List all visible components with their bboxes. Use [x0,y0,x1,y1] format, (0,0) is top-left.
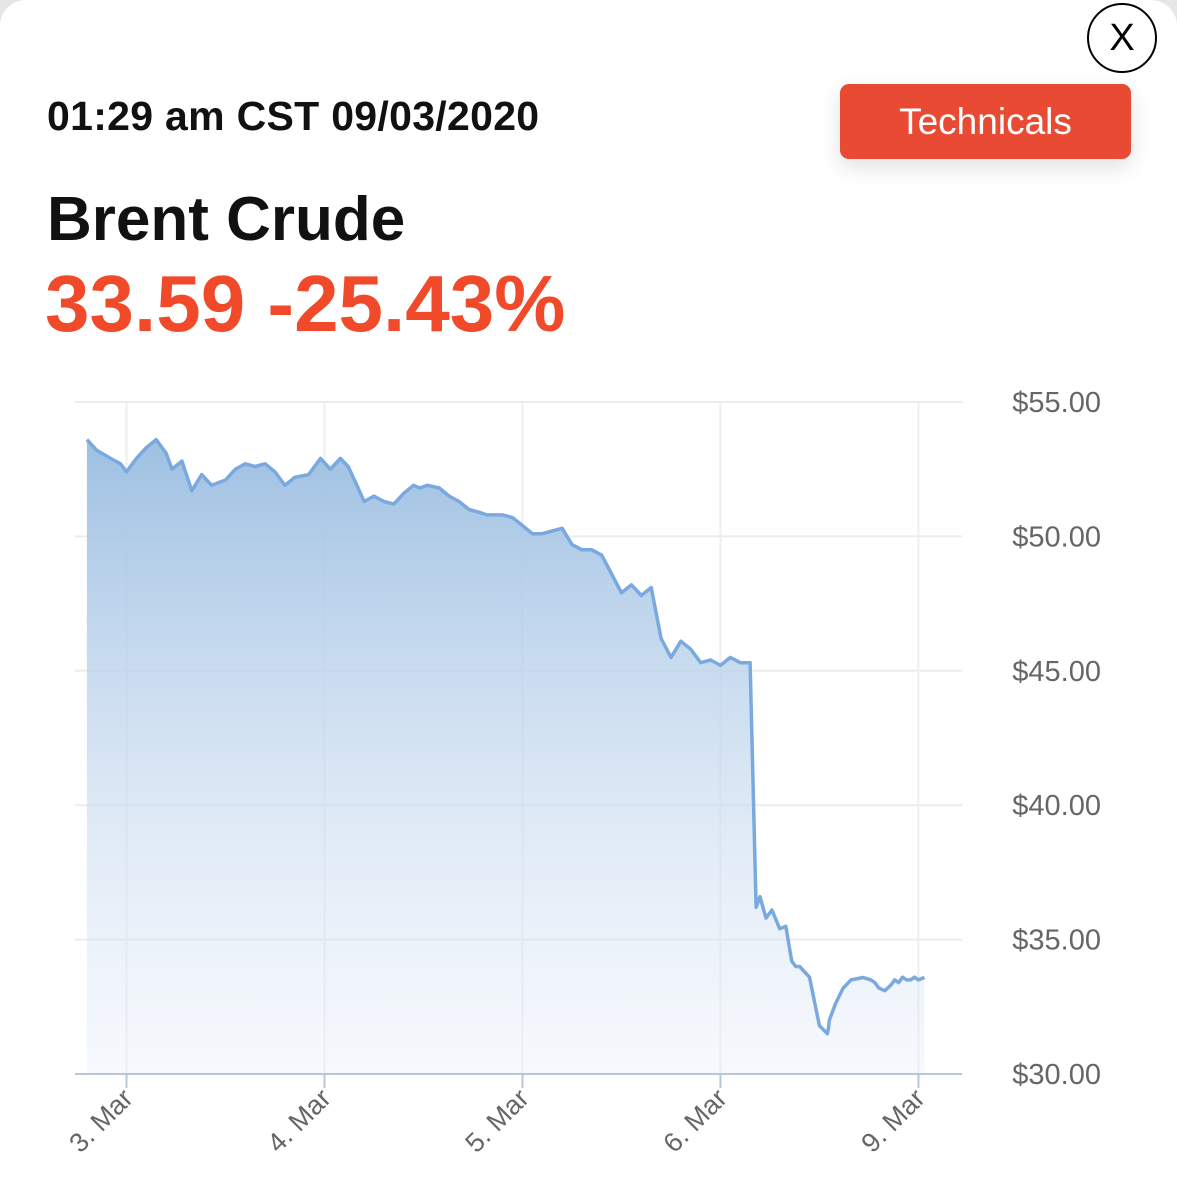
x-axis-labels: 3. Mar 4. Mar 5. Mar 6. Mar 9. Mar [63,1083,930,1158]
quote-timestamp: 01:29 am CST 09/03/2020 [47,93,540,139]
x-tick-label: 4. Mar [261,1083,336,1158]
x-tick-label: 5. Mar [459,1083,534,1158]
y-tick-label: $45.00 [1012,656,1101,688]
price-area [85,437,926,1075]
x-tick-label: 6. Mar [657,1083,732,1158]
chart-axes [75,1073,962,1088]
price-line [85,437,926,1036]
y-tick-label: $40.00 [1012,790,1101,822]
y-tick-label: $55.00 [1012,387,1101,419]
x-tick-label: 3. Mar [63,1083,138,1158]
y-axis-labels: $55.00 $50.00 $45.00 $40.00 $35.00 $30.00 [1012,387,1101,1091]
close-icon: X [1109,16,1135,59]
y-tick-label: $30.00 [1012,1059,1101,1091]
price-area-fill [86,439,925,1075]
price-change-quote: 33.59 -25.43% [45,259,566,348]
instrument-title: Brent Crude [47,185,406,254]
close-button[interactable]: X [1087,3,1157,73]
y-tick-label: $35.00 [1012,925,1101,957]
technicals-button[interactable]: Technicals [840,84,1131,159]
price-chart: $55.00 $50.00 $45.00 $40.00 $35.00 $30.00 3. … [63,387,1101,1158]
x-tick-label: 9. Mar [855,1083,930,1158]
y-tick-label: $50.00 [1012,521,1101,553]
